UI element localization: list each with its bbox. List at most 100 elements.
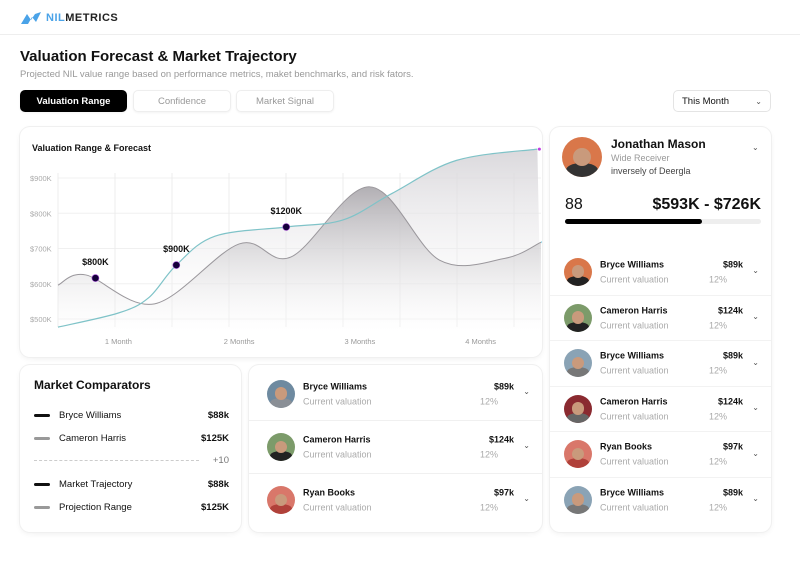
- comparators-title: Market Comparators: [34, 378, 151, 392]
- x-tick-label: 1 Month: [105, 337, 132, 346]
- comparator-label: Cameron Harris: [59, 433, 127, 444]
- athlete-change: 12%: [708, 274, 727, 284]
- athlete-name: Bryce Williams: [600, 259, 664, 269]
- athlete-row[interactable]: Cameron Harris Current valuation $124k 12%…: [249, 421, 542, 473]
- athlete-row[interactable]: Cameron Harris Current valuation $124k 12%…: [550, 387, 771, 431]
- y-tick-label: $600K: [30, 280, 52, 289]
- athlete-row[interactable]: Ryan Books Current valuation $97k 12% ⌄: [249, 474, 542, 526]
- chevron-down-icon[interactable]: ⌄: [752, 312, 759, 322]
- athlete-row[interactable]: Bryce Williams Current valuation $89k 12% …: [550, 341, 771, 385]
- athlete-change: 12%: [479, 449, 498, 460]
- data-label: $800K: [82, 257, 109, 267]
- legend-swatch: [34, 414, 50, 417]
- chevron-down-icon[interactable]: ⌄: [752, 403, 759, 413]
- comparator-item: Bryce Williams $88k: [34, 410, 229, 421]
- comparator-value: $88k: [207, 479, 229, 490]
- valuation-range-area: [58, 186, 541, 332]
- chevron-down-icon: ⌄: [755, 96, 762, 106]
- data-point: [282, 223, 291, 231]
- chevron-down-icon[interactable]: ⌄: [752, 357, 759, 367]
- y-tick-label: $800K: [30, 209, 52, 218]
- valuation-range-line: [57, 186, 542, 305]
- athlete-subtitle: Current valuation: [600, 456, 669, 467]
- chevron-down-icon[interactable]: ⌄: [752, 448, 759, 458]
- tab-confidence[interactable]: Confidence: [133, 90, 231, 112]
- comparator-label: Projection Range: [59, 502, 132, 513]
- chevron-down-icon[interactable]: ⌄: [523, 440, 530, 450]
- athlete-name: Cameron Harris: [303, 434, 371, 445]
- x-tick-label: 2 Months: [224, 337, 255, 346]
- athlete-value: $89k: [722, 350, 743, 361]
- logo-icon: [21, 12, 41, 24]
- athlete-name: Bryce Williams: [600, 487, 664, 497]
- athlete-avatar: [564, 349, 592, 377]
- athlete-value: $89k: [722, 487, 743, 497]
- chevron-down-icon[interactable]: ⌄: [523, 387, 530, 397]
- athlete-row[interactable]: Bryce Williams Current valuation $89k 12% …: [550, 249, 771, 294]
- legend-swatch: [34, 437, 50, 440]
- top-bar: NILMETRICS: [0, 0, 800, 35]
- athlete-subtitle: Current valuation: [303, 449, 372, 460]
- athlete-avatar: [564, 485, 592, 514]
- chevron-down-icon[interactable]: ⌄: [752, 143, 759, 152]
- athlete-row[interactable]: Bryce Williams Current valuation $89k 12% …: [249, 367, 542, 420]
- comparator-item: Projection Range $125K: [34, 502, 229, 513]
- period-select-value: This Month: [682, 95, 729, 107]
- athlete-value: $89k: [493, 381, 514, 391]
- progress-fill: [565, 219, 703, 224]
- logo-nil: NIL: [46, 12, 66, 24]
- athlete-change: 12%: [708, 502, 727, 512]
- data-point: [91, 274, 100, 282]
- athlete-value: $124k: [717, 305, 743, 315]
- y-tick-label: $700K: [30, 245, 52, 254]
- comparator-label: Market Trajectory: [59, 479, 133, 490]
- legend-swatch: [34, 506, 50, 509]
- athlete-subtitle: Current valuation: [600, 502, 669, 512]
- x-tick-label: 4 Months: [465, 337, 496, 346]
- divider: [34, 460, 199, 461]
- athlete-avatar: [267, 433, 295, 461]
- chart-card: Valuation Range & Forecast $900K $800K $70…: [20, 127, 542, 357]
- profile-avatar: [562, 137, 602, 177]
- legend-swatch: [34, 483, 50, 486]
- athlete-name: Bryce Williams: [600, 350, 664, 361]
- athlete-subtitle: Current valuation: [600, 274, 669, 284]
- data-label: $900K: [163, 244, 190, 254]
- profile-card: Jonathan Mason Wide Receiver inversely o…: [550, 127, 771, 532]
- athlete-subtitle: Current valuation: [600, 320, 669, 330]
- tab-market-signal[interactable]: Market Signal: [236, 90, 334, 112]
- profile-progress-bar: [565, 219, 761, 224]
- chevron-down-icon[interactable]: ⌄: [523, 493, 530, 503]
- athlete-avatar: [267, 379, 295, 408]
- data-label: $1200K: [270, 206, 302, 216]
- profile-school: inversely of Deergla: [611, 166, 691, 176]
- athlete-row[interactable]: Ryan Books Current valuation $97k 12% ⌄: [550, 432, 771, 476]
- athlete-change: 12%: [708, 456, 727, 467]
- comparator-value: $125K: [201, 502, 229, 513]
- athlete-row[interactable]: Bryce Williams Current valuation $89k 12% …: [550, 478, 771, 522]
- athlete-value: $97k: [722, 441, 743, 452]
- page-subtitle: Projected NIL value range based on perfo…: [20, 69, 414, 80]
- athlete-value: $89k: [722, 259, 743, 269]
- comparator-label: Bryce Williams: [59, 410, 122, 421]
- athlete-subtitle: Current valuation: [303, 502, 372, 513]
- athlete-subtitle: Current valuation: [600, 411, 669, 421]
- profile-score: 88: [565, 196, 583, 213]
- more-count: +10: [212, 455, 229, 466]
- comparator-value: $88k: [207, 410, 229, 421]
- series-end-dot: [541, 241, 542, 244]
- logo[interactable]: NILMETRICS: [20, 11, 118, 25]
- athlete-name: Cameron Harris: [600, 305, 668, 315]
- tab-valuation-range[interactable]: Valuation Range: [20, 90, 127, 112]
- athlete-subtitle: Current valuation: [303, 396, 372, 406]
- comparator-more[interactable]: +10: [34, 455, 229, 466]
- chevron-down-icon[interactable]: ⌄: [752, 266, 759, 276]
- logo-metrics: METRICS: [65, 12, 119, 24]
- athlete-name: Bryce Williams: [303, 381, 367, 391]
- x-tick-label: 3 Months: [344, 337, 375, 346]
- athlete-avatar: [564, 303, 592, 332]
- y-tick-label: $900K: [30, 174, 52, 183]
- athlete-row[interactable]: Cameron Harris Current valuation $124k 12%…: [550, 296, 771, 340]
- period-select[interactable]: This Month ⌄: [673, 90, 771, 112]
- chevron-down-icon[interactable]: ⌄: [752, 494, 759, 504]
